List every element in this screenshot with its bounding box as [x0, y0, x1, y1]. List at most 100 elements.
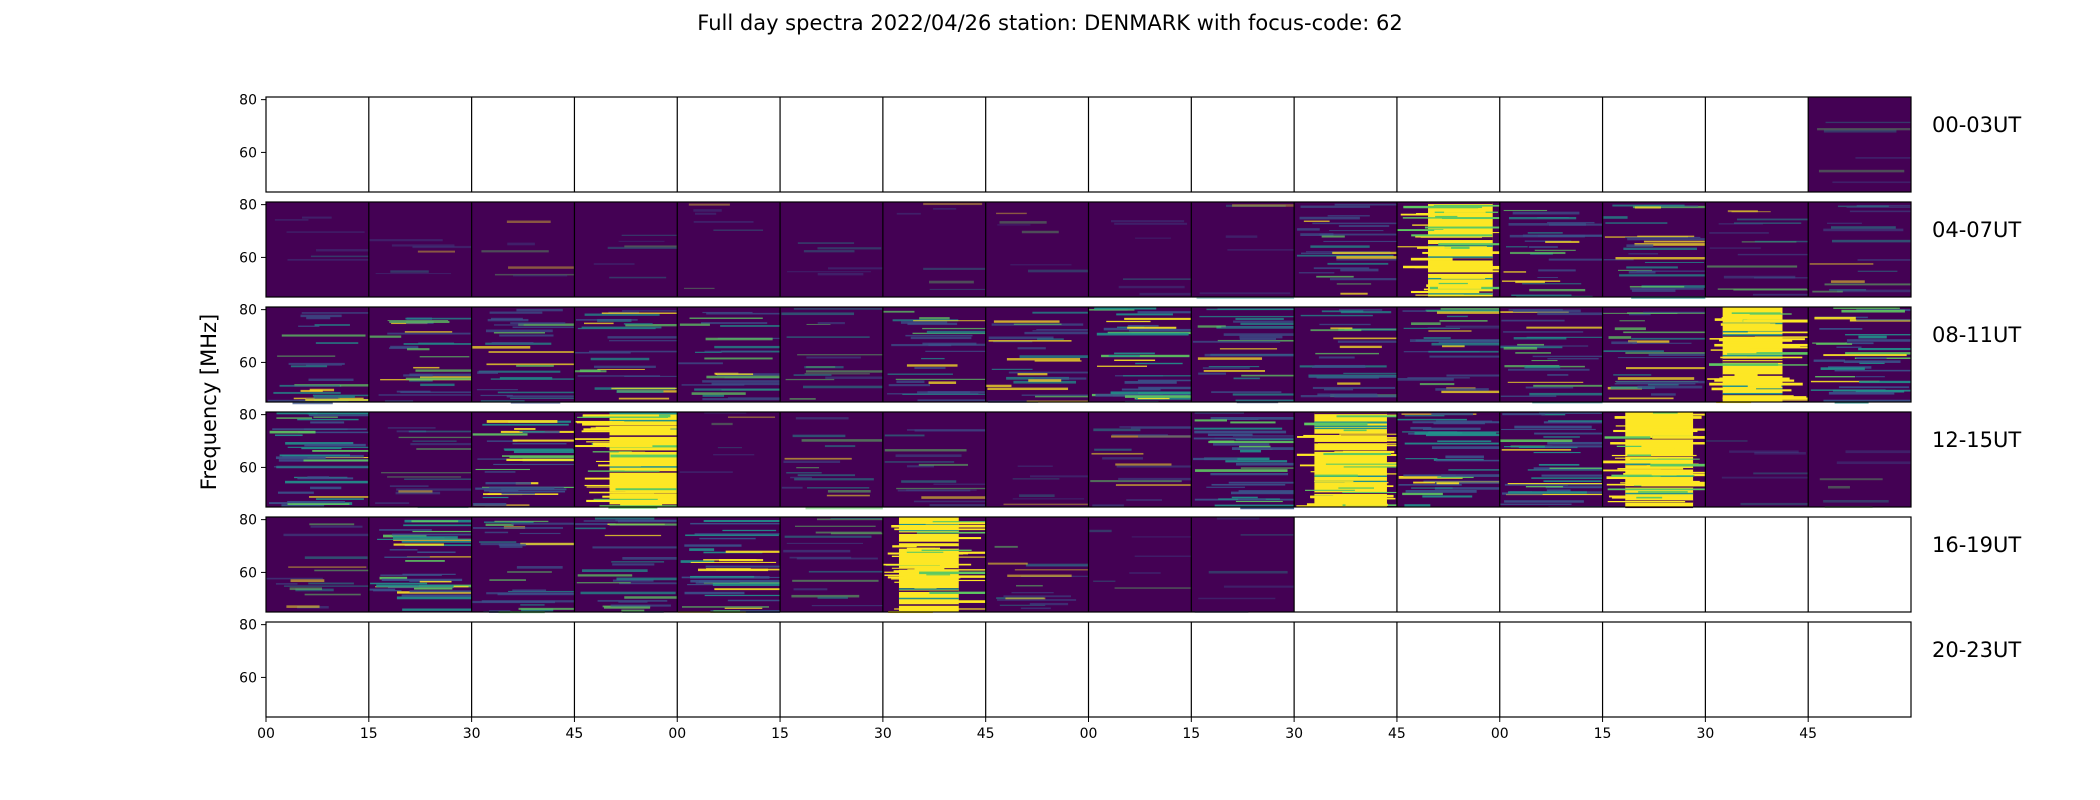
y-tick-label: 60: [239, 145, 257, 161]
rfi-stripe: [1652, 412, 1678, 414]
spectrum-panel: [985, 412, 1089, 507]
rfi-stripe: [1626, 244, 1654, 247]
rfi-stripe: [480, 394, 513, 397]
empty-panel: [1396, 97, 1500, 192]
rfi-stripe: [587, 470, 660, 472]
rfi-stripe: [1447, 251, 1500, 254]
rfi-stripe: [985, 384, 1012, 388]
empty-panel: [780, 622, 883, 717]
rfi-stripe: [310, 255, 369, 258]
rfi-stripe: [1812, 290, 1843, 293]
rfi-stripe: [283, 585, 369, 587]
rfi-stripe: [1653, 428, 1706, 431]
rfi-stripe: [1235, 317, 1284, 321]
rfi-stripe: [584, 484, 678, 487]
rfi-stripe: [619, 582, 678, 585]
rfi-stripe: [581, 430, 655, 433]
rfi-stripe: [1628, 253, 1659, 255]
spectrum-panel: [574, 517, 678, 613]
rfi-stripe: [1436, 482, 1460, 485]
rfi-stripe: [273, 391, 341, 394]
rfi-stripe: [1323, 240, 1397, 243]
rfi-stripe: [304, 593, 361, 596]
rfi-stripe: [827, 490, 871, 493]
rfi-stripe: [1415, 294, 1464, 296]
rfi-stripe: [1749, 313, 1792, 315]
rfi-stripe: [1548, 420, 1603, 422]
rfi-stripe: [1721, 476, 1809, 479]
rfi-stripe: [1334, 437, 1397, 439]
rfi-stripe: [472, 600, 556, 604]
rfi-stripe: [702, 380, 781, 383]
spectrum-panel: [1705, 622, 1809, 717]
rfi-stripe: [1819, 327, 1863, 330]
rfi-stripe: [512, 589, 547, 592]
rfi-stripe: [1299, 464, 1397, 467]
y-axis-label: Frequency [MHz]: [197, 314, 221, 490]
rfi-stripe: [276, 412, 318, 415]
rfi-stripe: [1434, 229, 1472, 232]
rfi-stripe: [702, 394, 725, 397]
rfi-stripe: [694, 533, 781, 535]
rfi-stripe: [375, 502, 410, 504]
rfi-stripe: [826, 494, 870, 497]
panel-background: [780, 202, 883, 297]
rfi-stripe: [783, 549, 851, 553]
rfi-stripe: [1619, 320, 1645, 322]
rfi-stripe: [716, 568, 781, 571]
rfi-stripe: [1632, 205, 1706, 209]
rfi-stripe: [518, 607, 575, 610]
rfi-stripe: [314, 569, 369, 572]
rfi-stripe: [387, 427, 436, 429]
rfi-stripe: [1817, 128, 1911, 131]
rfi-stripe: [1314, 474, 1358, 477]
rfi-stripe: [393, 543, 444, 546]
rfi-stripe: [1728, 327, 1775, 331]
spectrum-panel: [1602, 307, 1706, 402]
spectrum-panel: [1808, 412, 1911, 509]
rfi-stripe: [803, 385, 883, 389]
rfi-stripe: [1339, 345, 1382, 349]
rfi-stripe: [1124, 381, 1177, 384]
rfi-stripe: [301, 447, 342, 450]
spectrum-panel: [1191, 622, 1295, 717]
rfi-stripe: [1613, 429, 1698, 433]
rfi-stripe: [1548, 258, 1603, 261]
rfi-stripe: [1706, 265, 1798, 268]
burst-line: [1722, 354, 1783, 357]
rfi-stripe: [1503, 209, 1548, 212]
rfi-stripe: [1545, 486, 1603, 489]
rfi-stripe: [1410, 257, 1453, 261]
spectrum-panel: [1602, 517, 1706, 612]
rfi-stripe: [310, 525, 363, 528]
rfi-stripe: [714, 345, 781, 349]
rfi-stripe: [1627, 447, 1675, 450]
rfi-stripe: [275, 582, 298, 585]
rfi-stripe: [825, 376, 883, 379]
rfi-stripe: [1412, 224, 1447, 226]
rfi-stripe: [1298, 272, 1335, 274]
rfi-stripe: [1837, 205, 1889, 208]
rfi-stripe: [1834, 369, 1911, 372]
rfi-stripe: [380, 574, 442, 576]
spectrum-panel: [368, 412, 472, 509]
rfi-stripe: [1343, 372, 1397, 374]
row-frame: [265, 96, 1912, 193]
rfi-stripe: [520, 604, 545, 606]
rfi-stripe: [906, 364, 958, 367]
rfi-stripe: [1446, 374, 1500, 377]
rfi-stripe: [714, 588, 780, 591]
rfi-stripe: [501, 492, 535, 495]
rfi-stripe: [612, 563, 655, 566]
rfi-stripe: [914, 567, 945, 571]
spectrum-panel: [677, 517, 781, 613]
rfi-stripe: [688, 203, 730, 206]
rfi-stripe: [1300, 233, 1334, 237]
rfi-stripe: [1747, 331, 1809, 334]
rfi-stripe: [1213, 443, 1270, 446]
rfi-stripe: [1855, 390, 1905, 393]
rfi-stripe: [300, 314, 342, 318]
rfi-stripe: [1193, 427, 1283, 430]
rfi-stripe: [1207, 433, 1253, 437]
rfi-stripe: [679, 471, 733, 473]
